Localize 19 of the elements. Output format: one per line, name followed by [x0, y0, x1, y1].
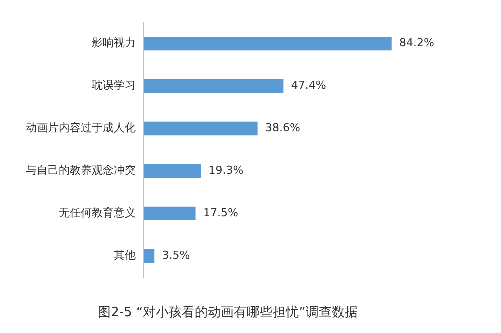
- data-label: 3.5%: [162, 249, 190, 262]
- text: 图2-5 “对小孩看的动画有哪些担忧”调查数据: [98, 306, 358, 321]
- y-tick-label: 无任何教育意义: [59, 206, 136, 220]
- bar: [144, 122, 258, 136]
- data-label: 38.6%: [265, 122, 300, 135]
- data-label: 19.3%: [208, 164, 244, 178]
- y-tick-label: 与自己的教养观念冲突: [26, 164, 136, 178]
- y-tick-label: 其他: [114, 249, 136, 262]
- bar: [144, 79, 284, 94]
- bar: [144, 37, 392, 51]
- data-label: 47.4%: [291, 79, 326, 92]
- data-label: 17.5%: [203, 206, 238, 220]
- bar: [144, 249, 155, 263]
- y-tick-label: 动画片内容过于成人化: [26, 122, 136, 135]
- y-tick-label: 影响视力: [92, 36, 136, 50]
- y-tick-label: 耽误学习: [92, 79, 136, 92]
- bar: [144, 164, 202, 178]
- data-label: 84.2%: [400, 36, 434, 50]
- bar: [144, 206, 196, 221]
